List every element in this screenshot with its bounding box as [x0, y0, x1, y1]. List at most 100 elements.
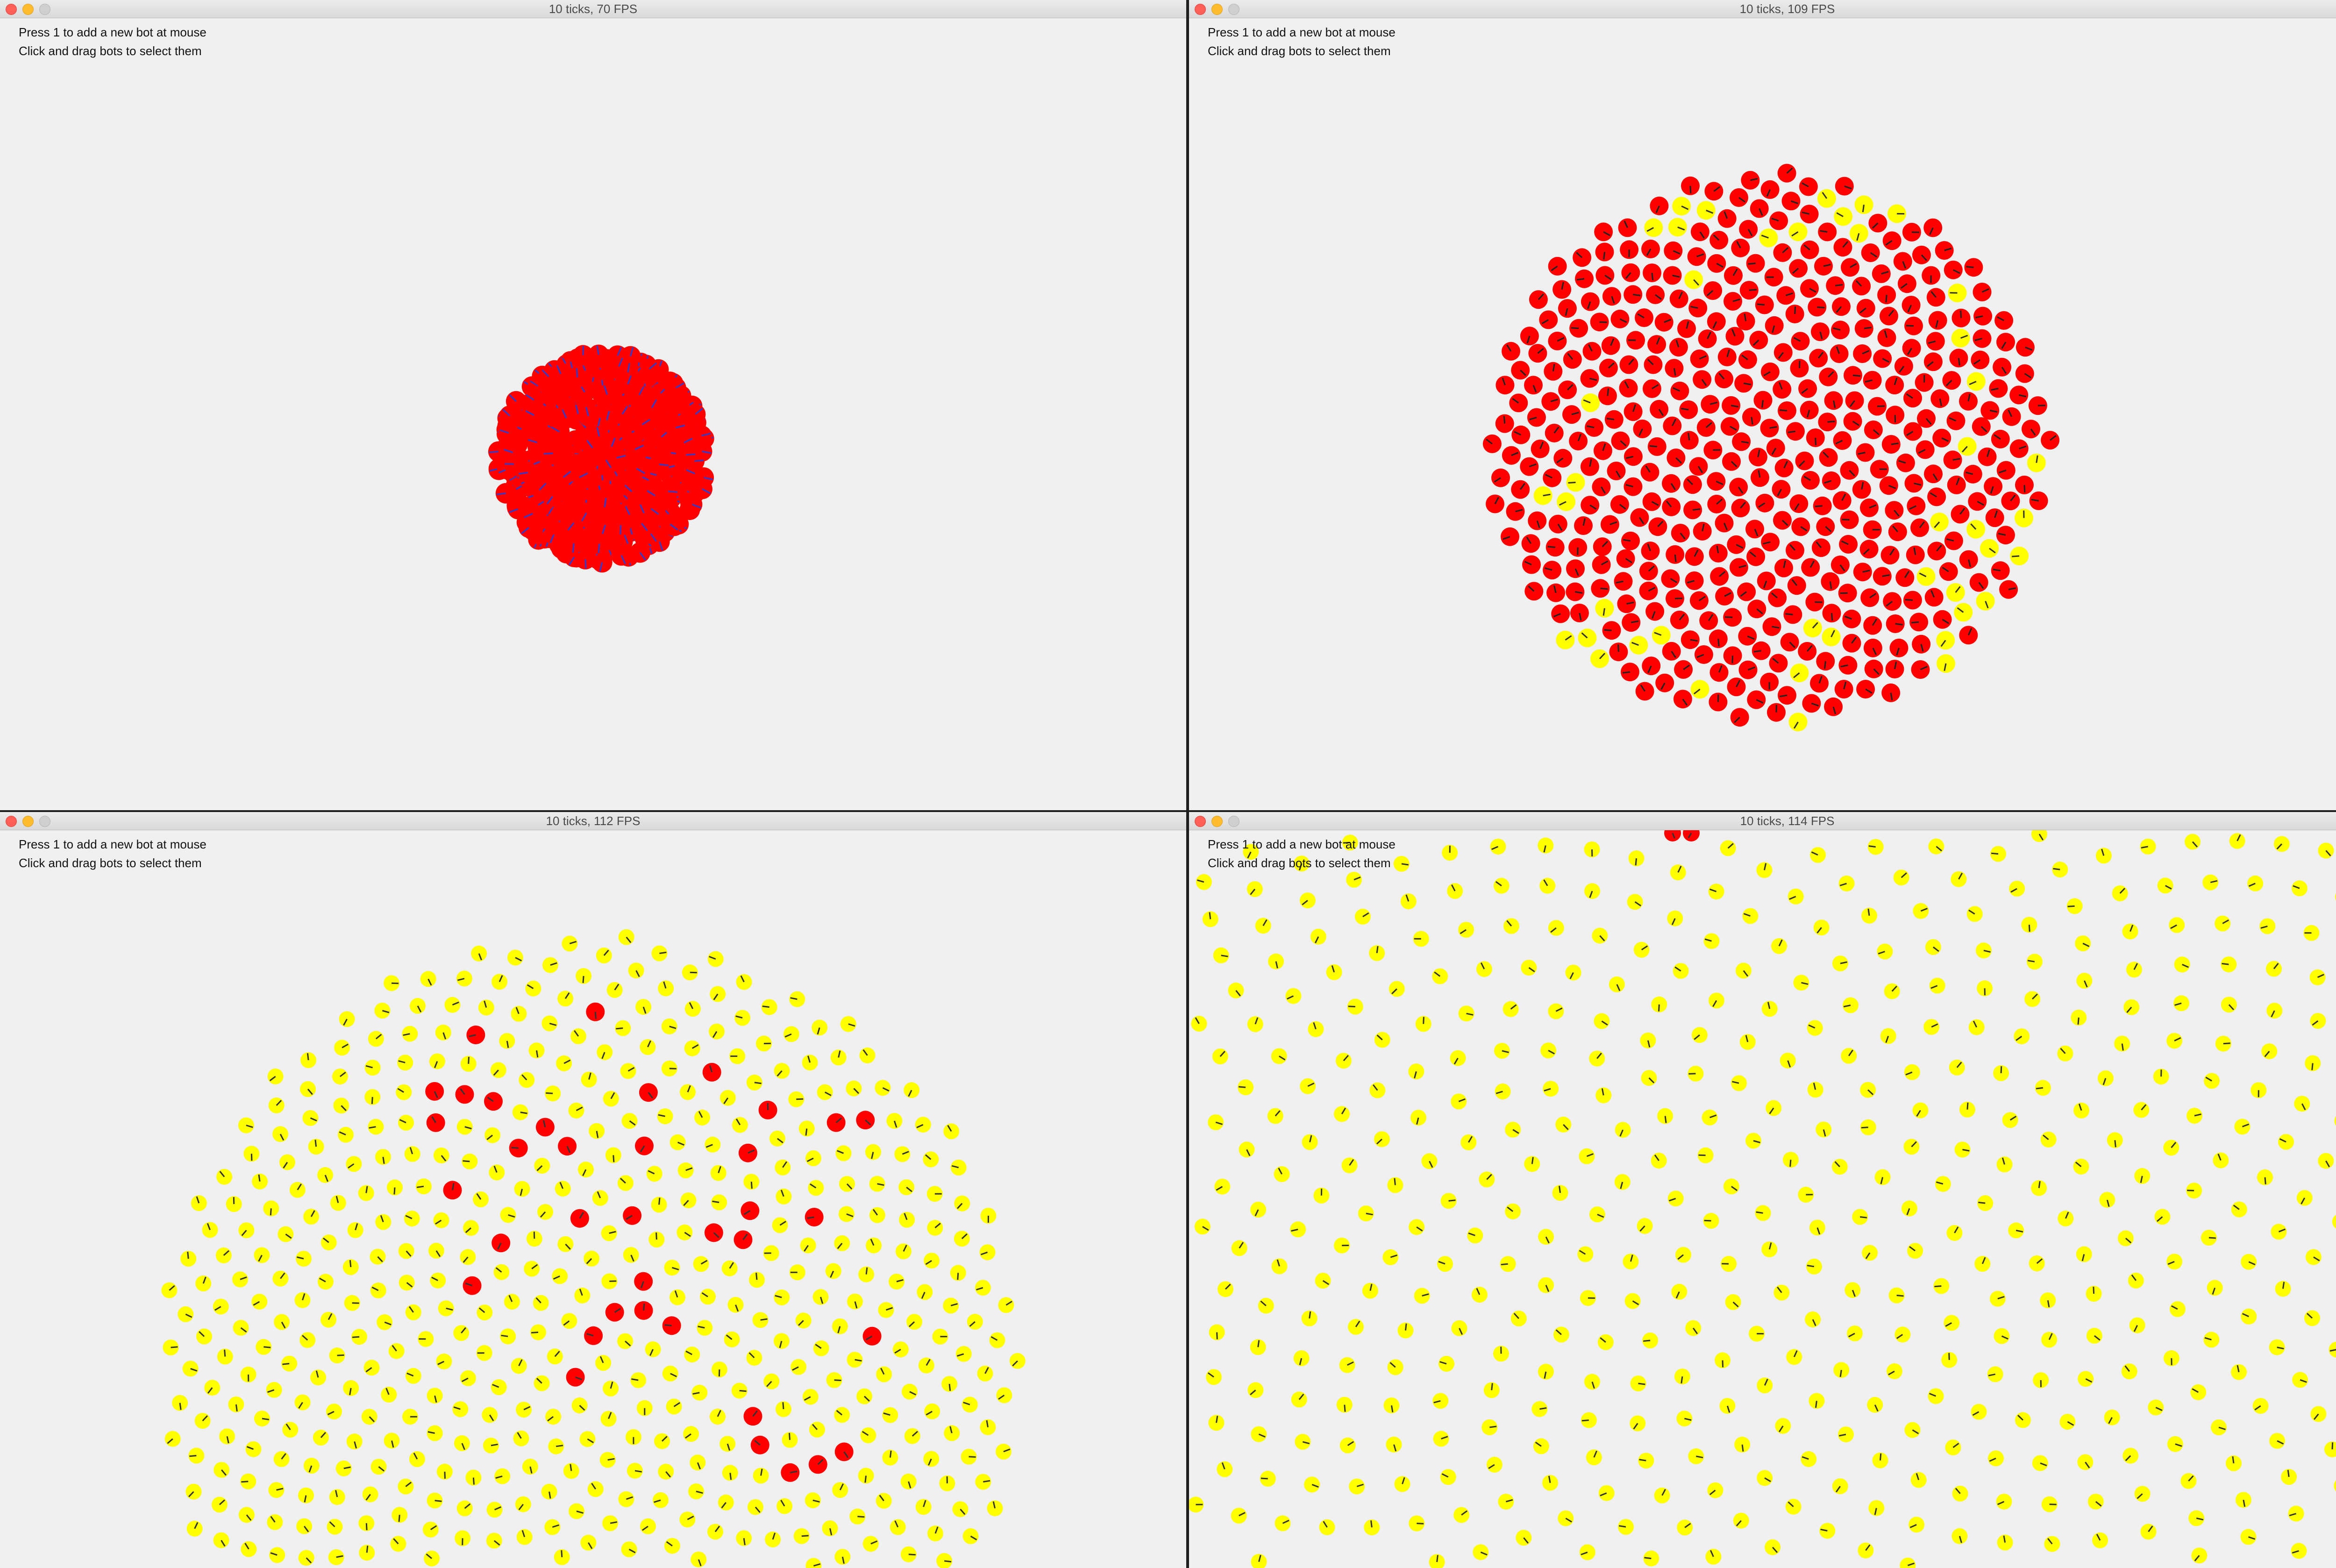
bot-body[interactable] — [557, 991, 574, 1007]
bot[interactable] — [1668, 218, 1687, 237]
bot[interactable] — [375, 1149, 391, 1165]
bot[interactable] — [180, 1251, 197, 1267]
bot-body[interactable] — [1821, 572, 1840, 591]
bot[interactable] — [1808, 298, 1827, 317]
bot[interactable] — [1761, 533, 1780, 552]
bot[interactable] — [402, 1409, 418, 1425]
bot[interactable] — [582, 437, 603, 458]
bot[interactable] — [1667, 449, 1686, 467]
bot[interactable] — [1585, 418, 1604, 437]
bot[interactable] — [746, 1350, 762, 1366]
bot[interactable] — [977, 1365, 993, 1382]
bot[interactable] — [1009, 1353, 1026, 1369]
bot[interactable] — [975, 1474, 991, 1490]
bot-body[interactable] — [1930, 513, 1949, 532]
bot[interactable] — [1689, 591, 1709, 610]
bot[interactable] — [1749, 330, 1768, 349]
bot[interactable] — [1806, 428, 1825, 447]
bot[interactable] — [405, 1368, 421, 1384]
bot[interactable] — [425, 1082, 444, 1101]
bot-body[interactable] — [1528, 344, 1547, 363]
bot-body[interactable] — [377, 1314, 393, 1330]
bot[interactable] — [1734, 374, 1753, 393]
bot[interactable] — [530, 1324, 546, 1340]
bot[interactable] — [1671, 1283, 1688, 1300]
bot[interactable] — [500, 1328, 516, 1345]
bot[interactable] — [489, 1164, 505, 1181]
bot[interactable] — [1951, 308, 1971, 328]
bot[interactable] — [1841, 1048, 1857, 1064]
bot[interactable] — [1529, 290, 1548, 309]
bot[interactable] — [1548, 331, 1567, 350]
bot[interactable] — [1798, 642, 1817, 661]
bot[interactable] — [186, 1520, 203, 1537]
bot[interactable] — [1788, 222, 1808, 242]
bot[interactable] — [554, 1549, 570, 1565]
bot-body[interactable] — [1600, 515, 1619, 534]
bot-body[interactable] — [1557, 492, 1576, 511]
bot-body[interactable] — [599, 1452, 616, 1468]
bot[interactable] — [329, 1347, 345, 1364]
bot[interactable] — [758, 1100, 777, 1119]
bot[interactable] — [1637, 1218, 1653, 1234]
bot-body[interactable] — [589, 1123, 605, 1139]
bot[interactable] — [690, 1454, 706, 1471]
bot-body[interactable] — [1958, 437, 1977, 456]
bot[interactable] — [847, 1293, 863, 1310]
bot-body[interactable] — [1927, 487, 1946, 506]
bot-body[interactable] — [1841, 1048, 1857, 1064]
bot[interactable] — [734, 1230, 753, 1249]
bot[interactable] — [1904, 1064, 1920, 1080]
bot-body[interactable] — [1895, 568, 1915, 587]
bot[interactable] — [923, 1451, 940, 1467]
bot[interactable] — [1655, 673, 1674, 692]
bot-body[interactable] — [1830, 344, 1849, 363]
bot[interactable] — [648, 454, 669, 475]
bot[interactable] — [1959, 392, 1978, 411]
bot[interactable] — [433, 1147, 449, 1163]
bot[interactable] — [1885, 376, 1904, 395]
bot[interactable] — [1746, 254, 1765, 273]
bot[interactable] — [1747, 599, 1766, 619]
bot[interactable] — [1654, 313, 1674, 332]
bot[interactable] — [1819, 448, 1838, 467]
bot[interactable] — [269, 1547, 285, 1563]
bot[interactable] — [734, 1010, 751, 1026]
bot[interactable] — [522, 1459, 538, 1475]
bot[interactable] — [1697, 1147, 1714, 1163]
bot[interactable] — [1785, 305, 1804, 323]
bot-body[interactable] — [1805, 592, 1824, 612]
bot[interactable] — [1790, 359, 1809, 378]
bot[interactable] — [1833, 431, 1852, 450]
bot[interactable] — [1944, 531, 1963, 550]
bot[interactable] — [1671, 524, 1690, 542]
bot[interactable] — [364, 1089, 381, 1105]
bot-body[interactable] — [555, 1181, 571, 1197]
bot[interactable] — [267, 1514, 283, 1530]
bot-body[interactable] — [238, 1222, 255, 1239]
bot[interactable] — [1854, 319, 1873, 338]
bot-body[interactable] — [1662, 474, 1681, 493]
bot[interactable] — [1745, 520, 1764, 539]
bot[interactable] — [491, 974, 508, 990]
bot[interactable] — [1893, 252, 1912, 271]
bot[interactable] — [805, 1558, 822, 1568]
bot[interactable] — [460, 1370, 476, 1386]
bot[interactable] — [1746, 547, 1766, 566]
bot[interactable] — [1996, 461, 2016, 480]
bot[interactable] — [1696, 418, 1716, 437]
bot[interactable] — [665, 417, 686, 438]
bot-body[interactable] — [1761, 533, 1780, 552]
bot[interactable] — [680, 1084, 696, 1100]
bot[interactable] — [513, 1430, 529, 1447]
bot[interactable] — [471, 945, 487, 962]
bot[interactable] — [1738, 660, 1758, 679]
bot-body[interactable] — [1581, 496, 1600, 515]
bot[interactable] — [363, 1360, 380, 1376]
bot[interactable] — [1949, 349, 1968, 368]
bot[interactable] — [194, 1413, 211, 1429]
bot[interactable] — [1907, 1243, 1923, 1259]
bot[interactable] — [1832, 297, 1851, 316]
bot[interactable] — [375, 1214, 392, 1230]
bot-body[interactable] — [232, 1271, 248, 1288]
